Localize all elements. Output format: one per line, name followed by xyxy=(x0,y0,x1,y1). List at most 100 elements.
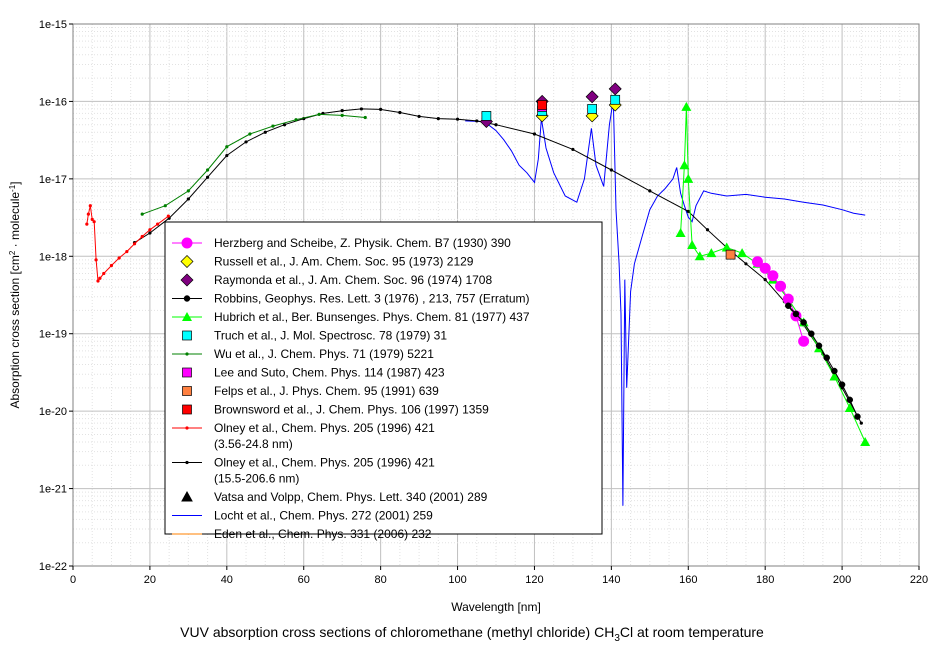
series-6 xyxy=(140,112,367,216)
legend-marker xyxy=(180,255,194,268)
data-point xyxy=(494,123,498,127)
data-point xyxy=(244,140,248,144)
data-point xyxy=(854,413,861,420)
data-point xyxy=(186,197,190,201)
legend-label: Lee and Suto, Chem. Phys. 114 (1987) 423 xyxy=(214,366,445,380)
data-point xyxy=(86,212,90,216)
data-point xyxy=(648,189,652,193)
data-point xyxy=(271,124,275,128)
data-point xyxy=(844,402,855,412)
y-tick-label: 1e-20 xyxy=(39,406,67,418)
data-point xyxy=(96,279,100,283)
data-point xyxy=(117,256,121,260)
data-point xyxy=(248,132,252,136)
data-point xyxy=(782,293,794,305)
x-tick-label: 160 xyxy=(679,574,697,586)
data-point xyxy=(225,153,229,158)
legend-marker xyxy=(183,295,191,302)
data-point xyxy=(725,249,736,260)
data-point xyxy=(823,354,830,361)
series-10 xyxy=(85,204,170,283)
legend-label: Wu et al., J. Chem. Phys. 71 (1979) 5221 xyxy=(214,347,434,361)
series-3 xyxy=(785,302,861,420)
legend-marker xyxy=(182,312,192,321)
y-tick-label: 1e-17 xyxy=(39,174,67,186)
data-point xyxy=(859,421,863,425)
x-tick-label: 100 xyxy=(448,574,466,586)
legend: Herzberg and Scheibe, Z. Physik. Chem. B… xyxy=(164,221,603,541)
chart-title: VUV absorption cross sections of chlorom… xyxy=(180,624,764,644)
data-point xyxy=(125,249,129,254)
data-point xyxy=(148,231,152,235)
x-tick-label: 200 xyxy=(833,574,851,586)
series-line xyxy=(134,108,862,424)
data-point xyxy=(587,104,597,114)
data-point xyxy=(683,173,694,183)
x-tick-label: 20 xyxy=(144,574,156,586)
data-point xyxy=(571,147,575,152)
x-tick-label: 180 xyxy=(756,574,774,586)
data-point xyxy=(763,277,767,282)
data-point xyxy=(98,276,102,280)
data-point xyxy=(705,228,710,232)
legend-marker xyxy=(182,386,192,396)
data-point xyxy=(860,436,871,446)
legend-label: Russell et al., J. Am. Chem. Soc. 95 (19… xyxy=(214,255,474,269)
data-point xyxy=(785,302,792,309)
data-point xyxy=(132,242,137,246)
legend-label: Eden et al., Chem. Phys. 331 (2006) 232 xyxy=(214,527,432,541)
y-tick-label: 1e-18 xyxy=(39,251,67,263)
data-point xyxy=(675,227,686,237)
data-point xyxy=(537,100,547,110)
series-4 xyxy=(675,101,871,446)
data-point xyxy=(475,119,479,123)
y-tick-label: 1e-16 xyxy=(39,96,67,108)
data-point xyxy=(140,234,144,239)
data-point xyxy=(436,117,440,121)
data-point xyxy=(417,114,421,119)
x-tick-label: 120 xyxy=(525,574,543,586)
series-13 xyxy=(465,99,866,506)
data-point xyxy=(340,113,344,118)
x-tick-label: 80 xyxy=(375,574,387,586)
data-point xyxy=(792,310,800,318)
data-point xyxy=(532,132,537,136)
legend-marker xyxy=(182,404,192,415)
data-point xyxy=(102,271,106,276)
data-point xyxy=(94,258,98,262)
data-point xyxy=(163,204,167,208)
legend-marker xyxy=(182,330,192,341)
plot-frame xyxy=(72,23,920,567)
x-axis-ticks: 0 20 40 60 80 100 120 140 160 180 200 220 xyxy=(70,566,928,586)
legend-marker xyxy=(182,367,192,378)
data-point xyxy=(744,262,748,266)
data-point xyxy=(767,270,779,282)
data-point xyxy=(815,342,823,349)
data-point xyxy=(294,118,298,122)
legend-marker xyxy=(185,426,189,430)
legend-marker xyxy=(181,490,193,502)
series-8 xyxy=(725,249,736,260)
legend-marker xyxy=(180,273,194,287)
legend-label: Felps et al., J. Phys. Chem. 95 (1991) 6… xyxy=(214,384,439,398)
series-line xyxy=(465,99,866,506)
data-point xyxy=(225,145,229,149)
data-point xyxy=(481,111,492,121)
data-point xyxy=(92,220,96,224)
x-tick-label: 40 xyxy=(221,574,233,586)
legend-label: Hubrich et al., Ber. Bunsenges. Phys. Ch… xyxy=(214,310,530,324)
legend-box xyxy=(164,221,603,535)
data-point xyxy=(609,168,613,172)
legend-label: Robbins, Geophys. Res. Lett. 3 (1976) , … xyxy=(214,292,530,306)
y-tick-label: 1e-15 xyxy=(39,19,67,31)
data-point xyxy=(694,251,705,261)
data-point xyxy=(166,214,170,218)
x-tick-label: 0 xyxy=(70,574,76,586)
data-point xyxy=(800,319,807,326)
data-point xyxy=(585,90,599,104)
data-point xyxy=(610,94,621,105)
data-point xyxy=(831,367,838,375)
series-line xyxy=(787,305,858,417)
y-tick-label: 1e-21 xyxy=(39,484,67,496)
legend-label-sub: (3.56-24.8 nm) xyxy=(214,437,293,451)
